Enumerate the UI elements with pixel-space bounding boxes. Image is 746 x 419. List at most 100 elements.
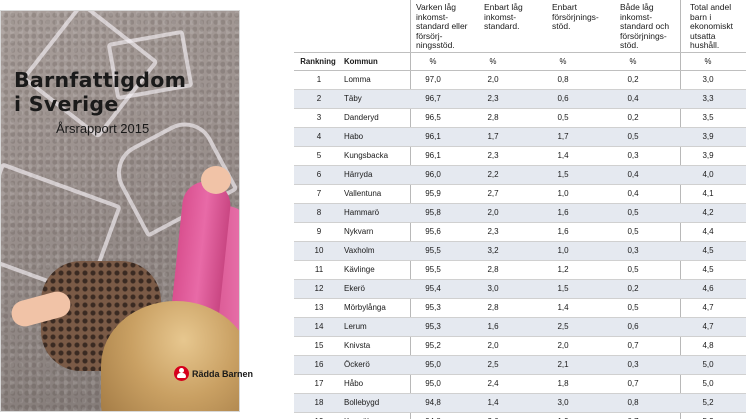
- table-row: 1 Lomma 97,0 2,0 0,8 0,2 3,0: [294, 71, 746, 90]
- value-cell: 0,6: [557, 94, 569, 103]
- total-cell: 4,7: [702, 322, 714, 331]
- value-cell: 95,2: [425, 341, 441, 350]
- logo-text: Rädda Barnen: [192, 368, 254, 379]
- rank-column-label: Rankning: [300, 57, 336, 66]
- municipality-cell: Härryda: [344, 170, 373, 179]
- municipality-cell: Mörbylånga: [344, 303, 386, 312]
- value-cell: 0,5: [627, 208, 639, 217]
- value-cell: 95,5: [425, 246, 441, 255]
- value-cell: 1,0: [557, 246, 569, 255]
- value-cell: 2,1: [557, 360, 569, 369]
- municipality-cell: Öckerö: [344, 360, 370, 369]
- rank-cell: 16: [314, 360, 324, 369]
- value-cell: 0,5: [557, 113, 569, 122]
- cover-title-line: Barnfattigdom: [14, 68, 187, 92]
- value-cell: 1,6: [557, 227, 569, 236]
- value-cell: 0,3: [627, 246, 639, 255]
- units-row: Rankning Kommun % % % % %: [294, 53, 746, 71]
- value-cell: 95,6: [425, 227, 441, 236]
- rank-cell: 11: [314, 265, 324, 274]
- value-cell: 1,6: [487, 322, 499, 331]
- value-cell: 95,8: [425, 208, 441, 217]
- total-cell: 4,5: [702, 246, 714, 255]
- municipality-table: Varken låg inkomst-standard eller försör…: [294, 0, 746, 419]
- municipality-cell: Danderyd: [344, 113, 379, 122]
- total-cell: 3,9: [702, 132, 714, 141]
- rank-cell: 14: [314, 322, 324, 331]
- rank-cell: 3: [316, 113, 322, 122]
- value-cell: 1,4: [557, 151, 569, 160]
- rank-cell: 13: [314, 303, 324, 312]
- total-cell: 4,4: [702, 227, 714, 236]
- value-cell: 0,7: [627, 379, 639, 388]
- value-cell: 95,4: [425, 284, 441, 293]
- municipality-cell: Kävlinge: [344, 265, 375, 274]
- municipality-cell: Ekerö: [344, 284, 365, 293]
- total-cell: 4,0: [702, 170, 714, 179]
- table-row: 16 Öckerö 95,0 2,5 2,1 0,3 5,0: [294, 356, 746, 375]
- report-cover: Barnfattigdom i Sverige Årsrapport 2015 …: [0, 0, 268, 419]
- municipality-cell: Vallentuna: [344, 189, 382, 198]
- child-hair: [101, 301, 239, 411]
- value-cell: 3,2: [487, 246, 499, 255]
- value-cell: 95,0: [425, 379, 441, 388]
- municipality-cell: Bollebygd: [344, 398, 380, 407]
- cover-subtitle: Årsrapport 2015: [56, 121, 150, 136]
- rank-cell: 19: [304, 417, 334, 419]
- rank-cell: 17: [314, 379, 324, 388]
- table-row: 17 Håbo 95,0 2,4 1,8 0,7 5,0: [294, 375, 746, 394]
- total-cell: 4,1: [702, 189, 714, 198]
- value-cell: 96,1: [425, 151, 441, 160]
- total-cell: 4,7: [702, 303, 714, 312]
- municipality-column-label: Kommun: [344, 57, 378, 66]
- unit-label: %: [429, 57, 437, 66]
- value-cell: 0,7: [612, 417, 654, 419]
- municipality-cell: Habo: [344, 132, 364, 141]
- value-cell: 2,8: [487, 265, 499, 274]
- total-cell: 5,2: [687, 417, 729, 419]
- column-header: Total andel barn i ekonomiskt utsatta hu…: [690, 2, 733, 50]
- value-cell: 1,5: [557, 170, 569, 179]
- table-row: 11 Kävlinge 95,5 2,8 1,2 0,5 4,5: [294, 261, 746, 280]
- value-cell: 96,1: [425, 132, 441, 141]
- value-cell: 1,7: [557, 132, 569, 141]
- municipality-cell: Knivsta: [344, 341, 371, 350]
- total-cell: 5,2: [702, 398, 714, 407]
- unit-label: %: [704, 57, 712, 66]
- value-cell: 0,5: [627, 303, 639, 312]
- value-cell: 97,0: [425, 75, 441, 84]
- cover-photo: [0, 10, 240, 412]
- value-cell: 1,4: [557, 303, 569, 312]
- value-cell: 3,0: [487, 284, 499, 293]
- value-cell: 95,5: [425, 265, 441, 274]
- municipality-cell: Kungälv: [344, 417, 373, 419]
- rank-cell: 12: [314, 284, 324, 293]
- value-cell: 0,8: [627, 398, 639, 407]
- value-cell: 2,8: [487, 113, 499, 122]
- value-cell: 2,0: [487, 75, 499, 84]
- value-cell: 0,4: [627, 189, 639, 198]
- total-cell: 4,6: [702, 284, 714, 293]
- value-cell: 2,3: [487, 227, 499, 236]
- value-cell: 2,0: [487, 341, 499, 350]
- value-cell: 1,7: [487, 132, 499, 141]
- table-row: 18 Bollebygd 94,8 1,4 3,0 0,8 5,2: [294, 394, 746, 413]
- total-cell: 3,0: [702, 75, 714, 84]
- municipality-cell: Vaxholm: [344, 246, 375, 255]
- total-cell: 3,9: [702, 151, 714, 160]
- table-row: 2 Täby 96,7 2,3 0,6 0,4 3,3: [294, 90, 746, 109]
- value-cell: 2,8: [487, 303, 499, 312]
- value-cell: 96,0: [425, 170, 441, 179]
- organization-logo: Rädda Barnen: [174, 366, 253, 381]
- value-cell: 0,4: [627, 94, 639, 103]
- value-cell: 3,0: [557, 398, 569, 407]
- table-row: 8 Hammarö 95,8 2,0 1,6 0,5 4,2: [294, 204, 746, 223]
- value-cell: 95,9: [425, 189, 441, 198]
- table-header: Varken låg inkomst-standard eller försör…: [294, 0, 746, 53]
- value-cell: 2,3: [487, 151, 499, 160]
- table-row: 4 Habo 96,1 1,7 1,7 0,5 3,9: [294, 128, 746, 147]
- value-cell: 1,2: [557, 265, 569, 274]
- table-row: 7 Vallentuna 95,9 2,7 1,0 0,4 4,1: [294, 185, 746, 204]
- table-row: 15 Knivsta 95,2 2,0 2,0 0,7 4,8: [294, 337, 746, 356]
- table-row: 5 Kungsbacka 96,1 2,3 1,4 0,3 3,9: [294, 147, 746, 166]
